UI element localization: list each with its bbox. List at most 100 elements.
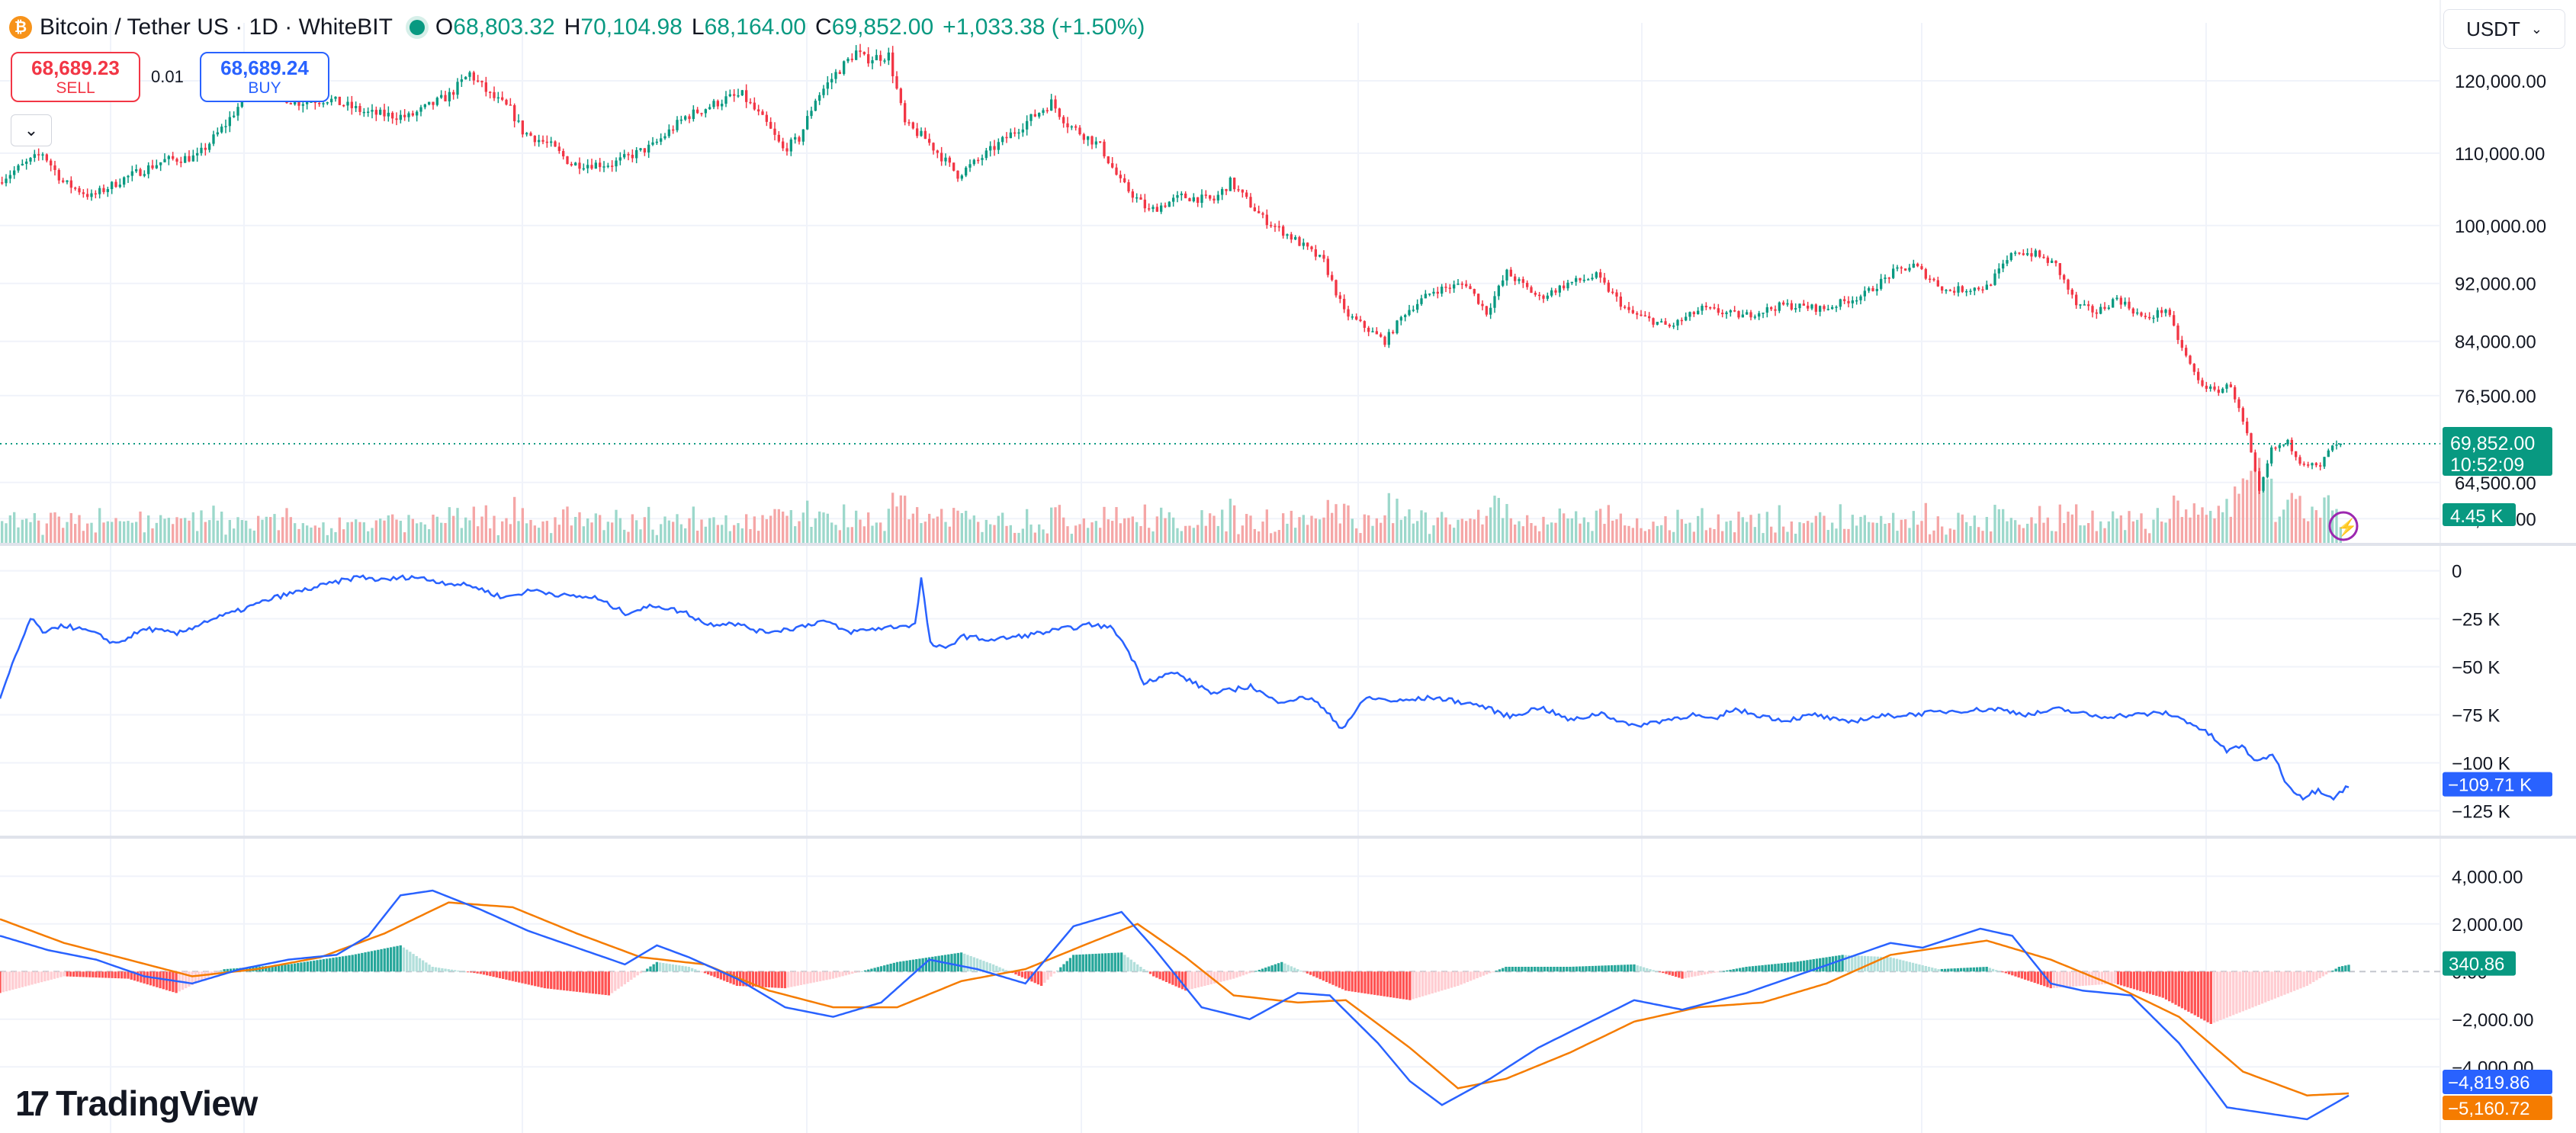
- candle: [1387, 332, 1390, 345]
- volume-bar: [1851, 515, 1854, 543]
- buy-button[interactable]: 68,689.24 BUY: [200, 52, 329, 102]
- volume-bar: [395, 519, 398, 543]
- candle: [496, 97, 499, 99]
- macd-histogram-bar: [991, 964, 995, 972]
- volume-bar: [1412, 523, 1415, 543]
- macd-histogram-bar: [2033, 971, 2036, 984]
- symbol-title[interactable]: Bitcoin / Tether US · 1D · WhiteBIT: [40, 14, 393, 40]
- volume-bar: [2144, 528, 2147, 543]
- candle: [1896, 267, 1899, 269]
- volume-bar: [147, 515, 150, 543]
- candle: [391, 112, 394, 119]
- macd-histogram-bar: [2216, 971, 2219, 1022]
- candle: [1591, 278, 1594, 280]
- candle: [62, 180, 65, 182]
- volume-bar: [1900, 519, 1903, 543]
- volume-bar: [74, 524, 77, 543]
- volume-bar: [460, 528, 463, 543]
- volume-bar: [1477, 509, 1480, 543]
- candle: [480, 81, 483, 83]
- candle: [623, 154, 626, 158]
- volume-bar: [310, 527, 313, 543]
- candle: [1432, 291, 1435, 294]
- candle: [1033, 114, 1036, 117]
- volume-bar: [806, 500, 809, 543]
- volume-bar: [98, 508, 101, 543]
- macd-histogram-bar: [431, 967, 434, 972]
- macd-histogram-bar: [287, 964, 290, 972]
- volume-bar: [1331, 512, 1334, 543]
- candle: [586, 165, 589, 169]
- macd-histogram-bar: [940, 955, 944, 972]
- sell-button[interactable]: 68,689.23 SELL: [11, 52, 140, 102]
- volume-bar: [1729, 520, 1732, 543]
- collapse-chevron-icon[interactable]: ⌄: [11, 114, 52, 146]
- macd-histogram-bar: [1889, 957, 1892, 972]
- candle: [1245, 192, 1248, 197]
- candle: [517, 120, 520, 122]
- volume-bar: [672, 522, 675, 543]
- candle: [2156, 310, 2159, 318]
- macd-histogram-bar: [2312, 971, 2315, 982]
- macd-histogram-bar: [489, 971, 492, 977]
- candle: [2209, 386, 2212, 389]
- tradingview-logo[interactable]: 17 TradingView: [15, 1083, 258, 1124]
- macd-histogram-bar: [159, 971, 162, 989]
- macd-histogram-bar: [1735, 968, 1739, 972]
- candle: [2335, 444, 2338, 446]
- macd-histogram-bar: [1911, 962, 1915, 972]
- candle: [2046, 257, 2049, 263]
- volume-bar: [2018, 525, 2021, 543]
- volume-bar: [2042, 522, 2045, 543]
- macd-histogram-bar: [1918, 964, 1921, 972]
- last-price-tag: [2443, 426, 2552, 476]
- candle: [1542, 295, 1545, 299]
- volume-bar: [2180, 517, 2183, 543]
- macd-histogram-bar: [1280, 961, 1283, 972]
- macd-histogram-bar: [690, 968, 694, 972]
- volume-bar: [1794, 534, 1797, 543]
- volume-bar: [785, 515, 789, 543]
- volume-bar: [2192, 503, 2195, 543]
- candle: [1, 182, 4, 184]
- volume-bar: [2250, 470, 2253, 543]
- volume-bar: [1550, 522, 1553, 543]
- macd-histogram-bar: [1431, 971, 1434, 993]
- volume-bar: [57, 516, 60, 543]
- candle: [557, 146, 560, 152]
- cvd-last-label: −109.71 K: [2448, 775, 2532, 796]
- volume-bar: [326, 534, 329, 543]
- macd-histogram-bar: [998, 967, 1001, 972]
- candle: [1855, 300, 1858, 302]
- candle: [1660, 321, 1663, 323]
- candle: [611, 165, 614, 167]
- candle: [1209, 195, 1212, 199]
- candle: [696, 109, 699, 114]
- macd-histogram-bar: [1444, 971, 1447, 990]
- macd-histogram-bar: [674, 964, 678, 972]
- candle: [45, 154, 48, 161]
- macd-histogram-bar: [1206, 971, 1209, 985]
- currency-select[interactable]: USDT ⌄: [2443, 9, 2565, 49]
- candle: [1965, 290, 1968, 293]
- macd-histogram-bar: [1706, 971, 1710, 974]
- candle: [1457, 284, 1460, 285]
- macd-histogram-bar: [2321, 971, 2325, 977]
- candle: [472, 72, 475, 81]
- macd-histogram-bar: [2248, 971, 2251, 1009]
- macd-histogram-bar: [1674, 971, 1678, 977]
- volume-bar: [1875, 522, 1878, 543]
- candle: [948, 157, 951, 163]
- volume-bar: [1001, 512, 1004, 543]
- macd-histogram-bar: [2123, 971, 2126, 987]
- candle: [2148, 316, 2151, 319]
- volume-bar: [277, 530, 280, 543]
- candle: [1477, 294, 1480, 304]
- volume-bar: [188, 520, 191, 543]
- macd-histogram-bar: [1562, 967, 1566, 972]
- volume-bar: [1534, 525, 1537, 543]
- macd-histogram-bar: [1123, 955, 1126, 972]
- volume-bar: [1607, 505, 1610, 543]
- candle: [2307, 464, 2310, 466]
